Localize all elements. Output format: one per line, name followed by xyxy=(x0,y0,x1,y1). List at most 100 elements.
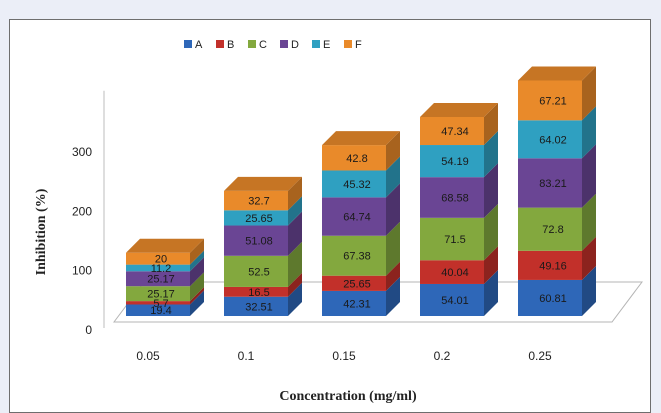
data-labels: 19.45.725.1725.1711.22032.5116.552.551.0… xyxy=(147,95,567,317)
bar-segment xyxy=(420,217,484,261)
bar-segment-side xyxy=(386,276,400,316)
legend-swatch xyxy=(344,40,352,48)
bar-segment-side xyxy=(386,183,400,236)
legend-label: D xyxy=(291,39,299,51)
bar-segment-side xyxy=(582,66,596,121)
bar-segment xyxy=(126,271,190,287)
bar-segment xyxy=(518,120,582,159)
x-tick-label: 0.15 xyxy=(332,349,356,363)
bar-segment xyxy=(420,260,484,284)
bar-segment-side xyxy=(484,203,498,261)
bar-segment-side xyxy=(288,282,302,316)
bar-segment xyxy=(224,286,288,297)
data-label: 25.65 xyxy=(245,213,273,225)
data-label: 71.5 xyxy=(444,234,465,246)
bar-segment-side xyxy=(386,261,400,291)
data-label: 19.4 xyxy=(150,305,171,317)
bar-segment-side xyxy=(190,238,204,265)
bar-segment-side xyxy=(386,221,400,276)
bar-segment xyxy=(322,197,386,236)
y-axis-label: Inhibition (%) xyxy=(34,188,49,275)
data-label: 67.21 xyxy=(539,95,567,107)
legend-swatch xyxy=(280,40,288,48)
legend-swatch xyxy=(312,40,320,48)
bar-segment xyxy=(322,275,386,291)
legend-item: B xyxy=(216,39,234,51)
legend-swatch xyxy=(216,40,224,48)
data-label: 42.8 xyxy=(346,153,367,165)
bar-segment xyxy=(322,145,386,171)
data-label: 54.01 xyxy=(441,295,469,307)
y-tick-label: 100 xyxy=(72,264,92,278)
bar-segment xyxy=(518,250,582,280)
data-label: 45.32 xyxy=(343,179,371,191)
data-label: 51.08 xyxy=(245,236,273,248)
x-tick-label: 0.2 xyxy=(434,349,451,363)
bar-segment-side xyxy=(484,102,498,146)
bar-segment-side xyxy=(190,290,204,316)
data-label: 64.74 xyxy=(343,212,371,224)
x-axis-label: Concentration (mg/ml) xyxy=(279,389,417,404)
bar-segment-side xyxy=(190,257,204,287)
legend-label: B xyxy=(227,39,234,51)
bar-segment xyxy=(420,283,484,316)
bar-segment-side xyxy=(582,265,596,316)
bar-segment xyxy=(518,207,582,251)
legend-item: E xyxy=(312,39,330,51)
bar-segment-side xyxy=(582,106,596,159)
bar-segment-side xyxy=(386,156,400,198)
bar-segment-side xyxy=(582,193,596,251)
bar-segment-side xyxy=(190,287,204,305)
data-label: 60.81 xyxy=(539,293,567,305)
bar-stack xyxy=(224,176,302,316)
bar-segment xyxy=(518,158,582,208)
bar-segment xyxy=(518,279,582,316)
legend-label: F xyxy=(355,39,362,51)
bar-segment-side xyxy=(484,246,498,284)
data-label: 32.51 xyxy=(245,301,273,313)
bar-segment xyxy=(322,170,386,198)
bar-segment-side xyxy=(288,211,302,256)
bar-segment xyxy=(420,145,484,178)
legend-label: E xyxy=(323,39,330,51)
bar-segment xyxy=(224,190,288,211)
legend-item: D xyxy=(280,39,299,51)
x-axis-ticks: 0.05 0.1 0.15 0.2 0.25 xyxy=(136,349,552,363)
data-label: 32.7 xyxy=(248,196,269,208)
data-label: 16.5 xyxy=(248,287,269,299)
y-tick-label: 200 xyxy=(72,204,92,218)
y-tick-label: 300 xyxy=(72,145,92,159)
data-label: 5.7 xyxy=(153,298,168,310)
bar-segment xyxy=(126,264,190,272)
data-label: 72.8 xyxy=(542,224,563,236)
data-label: 52.5 xyxy=(248,266,269,278)
bar-segment-side xyxy=(190,250,204,272)
data-label: 20 xyxy=(155,254,167,266)
data-label: 68.58 xyxy=(441,192,469,204)
bar-segment xyxy=(224,225,288,256)
bar-segment xyxy=(420,177,484,218)
bar-segment-side xyxy=(190,272,204,302)
data-label: 83.21 xyxy=(539,178,567,190)
bar-segment-side xyxy=(288,176,302,211)
legend-swatch xyxy=(248,40,256,48)
bar-segment xyxy=(518,80,582,121)
data-label: 67.38 xyxy=(343,251,371,263)
data-label: 47.34 xyxy=(441,126,469,138)
bar-segment xyxy=(126,301,190,305)
data-label: 25.17 xyxy=(147,274,175,286)
bar-top xyxy=(420,102,498,117)
bar-segment xyxy=(420,116,484,146)
y-tick-label: 0 xyxy=(85,323,92,337)
bar-segment xyxy=(322,235,386,276)
bar-segment-side xyxy=(288,241,302,287)
bar-stack xyxy=(420,102,498,316)
bar-top xyxy=(126,238,204,253)
bar-segment xyxy=(126,286,190,302)
data-label: 42.31 xyxy=(343,298,371,310)
bar-segment xyxy=(224,255,288,287)
bar-segment-side xyxy=(288,196,302,226)
bar-segment-side xyxy=(582,144,596,208)
data-label: 64.02 xyxy=(539,134,567,146)
